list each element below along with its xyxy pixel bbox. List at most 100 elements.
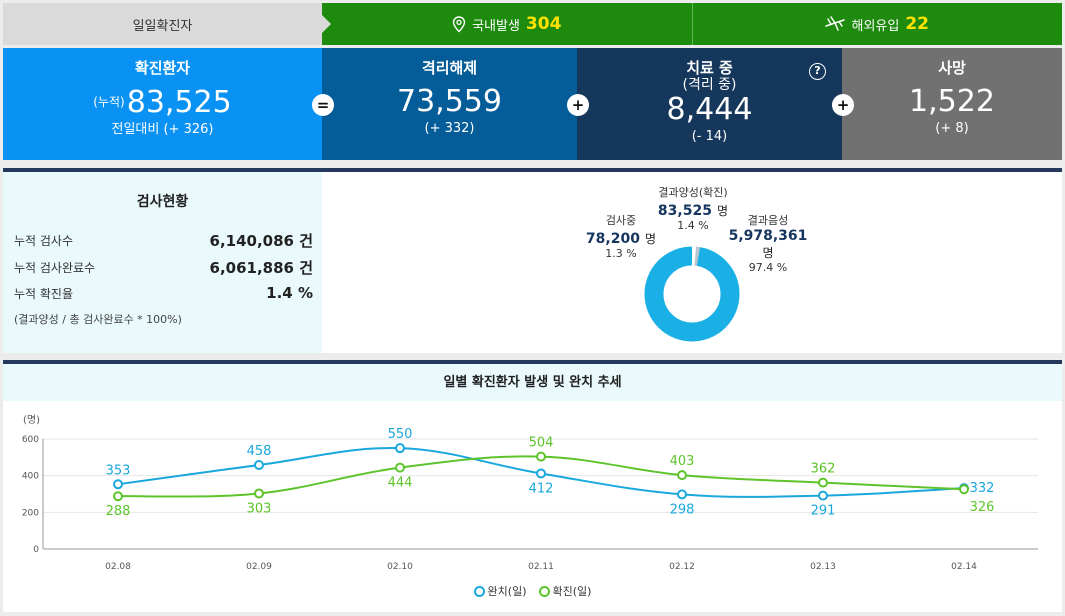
trend-chart: (명) 0 200 400 600 02.08 02.09 02.10 02.11 02.12 02… [22, 414, 1038, 572]
confirmed-total: (누적)83,525 [3, 85, 322, 120]
overseas-cases: 해외유입 22 [691, 3, 1062, 45]
y-axis-label: (명) [23, 414, 40, 426]
confirmed-box: 확진환자 (누적)83,525 전일대비 (+ 326) = [3, 48, 334, 160]
y-tick-label: 0 [33, 545, 39, 555]
y-tick-label: 600 [22, 435, 39, 445]
released-point[interactable] [536, 468, 546, 479]
negative-value: 5,978,361 [728, 228, 808, 244]
confirmed-diff: 전일대비 (+ 326) [111, 122, 214, 137]
confirmed-point[interactable] [536, 451, 546, 462]
test-row-value: 1.4 % [266, 284, 313, 302]
released-data-label: 458 [247, 444, 272, 459]
overseas-value: 22 [905, 14, 929, 34]
test-status-title: 검사현황 [136, 194, 189, 210]
x-tick-label: 02.14 [951, 562, 977, 572]
test-row: 누적 확진율 1.4 % [14, 284, 313, 302]
test-result-donut [644, 246, 740, 342]
released-box: 격리해제 73,559 (+ 332) + [322, 48, 589, 160]
positive-label-group: 결과양성(확진) 83,525 명 1.4 % [653, 184, 733, 232]
deaths-diff: (+ 8) [935, 121, 969, 136]
confirmed-data-label: 362 [811, 462, 836, 477]
released-point[interactable] [254, 460, 264, 471]
cumulative-prefix: (누적) [93, 95, 125, 109]
trend-title: 일별 확진환자 발생 및 완치 추세 [3, 364, 1062, 401]
legend-item-released[interactable]: 완치(일) [473, 583, 527, 599]
negative-pct: 97.4 % [748, 261, 788, 274]
summary-panel: 확진환자 (누적)83,525 전일대비 (+ 326) = 격리해제 73,5… [3, 48, 1062, 160]
legend-released-label: 완치(일) [487, 585, 527, 598]
confirmed-data-label: 288 [106, 504, 131, 519]
treating-title: 치료 중 [686, 59, 733, 77]
released-data-label: 412 [529, 481, 554, 496]
y-tick-label: 400 [22, 472, 39, 482]
legend-item-confirmed[interactable]: 확진(일) [538, 583, 592, 599]
released-point[interactable] [818, 490, 828, 501]
test-status-summary: 검사현황 누적 검사수 6,140,086 건 누적 검사완료수 6,061,8… [3, 172, 322, 353]
treating-value: 8,444 [666, 92, 753, 127]
released-data-label: 291 [811, 504, 836, 519]
daily-cases-strip: 일일확진자 국내발생 304 해외유입 22 [3, 3, 1062, 45]
equals-sign: = [312, 94, 334, 116]
test-row-value: 6,061,886 건 [209, 259, 313, 277]
test-row-label: 누적 검사수 [14, 234, 74, 248]
confirmed-data-label: 444 [388, 476, 413, 491]
released-data-label: 298 [670, 502, 695, 517]
negative-label-group: 결과음성 5,978,361 명 97.4 % [725, 212, 811, 274]
test-row-label: 누적 확진율 [14, 286, 74, 301]
confirmed-data-label: 403 [670, 454, 695, 469]
released-data-label: 332 [970, 481, 995, 496]
confirmed-point[interactable] [818, 477, 828, 488]
confirmed-legend-marker [538, 585, 550, 597]
deaths-box: 사망 1,522 (+ 8) [842, 48, 1062, 160]
testing-label: 검사중 [605, 214, 637, 227]
airplane-icon [825, 16, 846, 32]
x-tick-label: 02.12 [669, 562, 695, 572]
domestic-cases: 국내발생 304 [322, 3, 692, 45]
confirmed-point[interactable] [959, 484, 969, 495]
confirmed-point[interactable] [113, 491, 123, 502]
released-title: 격리해제 [421, 59, 478, 77]
daily-cases-tab[interactable]: 일일확진자 [3, 3, 331, 45]
chart-legend: 완치(일) 확진(일) [3, 583, 1062, 599]
released-diff: (+ 332) [424, 121, 475, 136]
plus-sign: + [567, 94, 589, 116]
x-tick-label: 02.10 [387, 562, 413, 572]
confirmed-point[interactable] [677, 470, 687, 481]
confirmed-data-label: 326 [970, 500, 995, 515]
negative-label: 결과음성 [747, 214, 789, 227]
domestic-value: 304 [525, 14, 562, 34]
x-tick-label: 02.13 [810, 562, 836, 572]
x-tick-label: 02.09 [246, 562, 272, 572]
test-row: 누적 검사완료수 6,061,886 건 [14, 257, 313, 278]
positive-pct: 1.4 % [677, 219, 709, 232]
donut-slice-negative [644, 246, 740, 342]
help-icon[interactable]: ? [809, 63, 826, 80]
deaths-title: 사망 [938, 59, 966, 77]
negative-unit: 명 [762, 246, 774, 260]
confirmed-value: 83,525 [126, 85, 232, 120]
y-tick-label: 200 [22, 508, 39, 518]
confirmed-point[interactable] [395, 462, 405, 473]
test-row-label: 누적 검사완료수 [14, 261, 96, 275]
treating-diff: (- 14) [691, 129, 728, 144]
testing-unit: 명 [645, 232, 657, 246]
confirmed-data-label: 303 [247, 501, 272, 516]
test-status-panel: 검사현황 누적 검사수 6,140,086 건 누적 검사완료수 6,061,8… [3, 168, 1062, 353]
rate-formula-note: (결과양성 / 총 검사완료수 * 100%) [14, 313, 182, 326]
testing-pct: 1.3 % [605, 247, 637, 260]
x-tick-label: 02.11 [528, 562, 554, 572]
treating-subtitle: (격리 중) [682, 77, 737, 93]
positive-label: 결과양성(확진) [658, 186, 728, 199]
confirmed-data-label: 504 [529, 436, 554, 451]
released-point[interactable] [677, 489, 687, 500]
released-point[interactable] [113, 479, 123, 490]
confirmed-point[interactable] [254, 488, 264, 499]
released-point[interactable] [395, 443, 405, 454]
legend-confirmed-label: 확진(일) [552, 585, 592, 598]
x-tick-label: 02.08 [105, 562, 131, 572]
treating-box: 치료 중 (격리 중) 8,444 (- 14) ? + [577, 48, 854, 160]
positive-value: 83,525 [657, 203, 712, 219]
positive-unit: 명 [717, 204, 729, 218]
trend-panel: 일별 확진환자 발생 및 완치 추세 (명) 0 200 400 600 02.08 02.… [3, 360, 1062, 612]
released-data-label: 550 [388, 427, 413, 442]
